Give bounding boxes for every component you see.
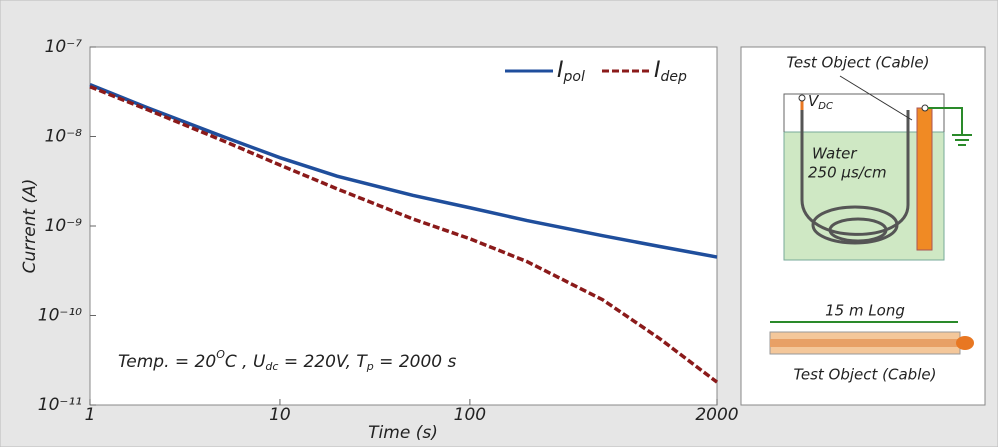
vdc: V [808,92,820,110]
x-tick-label: 10 [269,405,291,425]
diagram-label: Test Object (Cable) [794,366,937,384]
ann-sub: p [366,360,374,373]
diagram-label: Test Object (Cable) [787,54,930,72]
y-tick-label: 10⁻⁷ [45,37,83,57]
terminal [921,104,929,112]
ann: = 2000 s [374,352,457,372]
legend-name: I [557,58,564,83]
legend-sub: dep [661,69,688,85]
y-tick-label: 10⁻⁹ [45,216,83,236]
electrode [916,107,933,251]
y-tick-label: 10⁻¹¹ [38,395,82,415]
vdc-sub: DC [818,101,833,112]
x-tick-label: 1 [85,405,96,425]
legend-name: I [654,58,661,83]
ground-symbol [952,134,972,146]
length-label: 15 m Long [825,302,905,320]
diagram: Test Object (Cable) VDC Water 250 µs/cm … [769,54,974,384]
cable-coil [800,108,910,245]
conductivity-label: 250 µs/cm [808,164,887,182]
ann: Temp. = 20 [118,352,216,372]
legend-label: Ipol [557,58,585,85]
x-axis-title: Time (s) [368,423,438,443]
tank-wall [783,93,945,132]
x-tick-label: 2000 [695,405,738,425]
ground-wire [928,107,963,135]
cable-core [770,339,960,347]
ann: = 220V, T [278,352,368,372]
series-line [89,85,719,384]
ann-sup: O [216,348,225,361]
ann-sub: dc [265,360,278,373]
cable-tip [956,336,974,350]
x-tick-label: 100 [454,405,486,425]
terminal [798,94,806,102]
legend-label: Idep [654,58,687,85]
y-axis-title: Current (A) [20,179,40,274]
y-tick-label: 10⁻⁸ [45,127,83,147]
vdc-label: VDC [808,92,833,113]
plot-area [89,46,718,406]
series-line [89,82,718,259]
pointer [839,75,913,121]
water-label: Water [812,145,857,163]
y-tick-label: 10⁻¹⁰ [38,306,82,326]
ann: C , U [225,352,266,372]
legend-sub: pol [563,69,585,85]
annotation: Temp. = 20OC , Udc = 220V, Tp = 2000 s [118,348,457,373]
